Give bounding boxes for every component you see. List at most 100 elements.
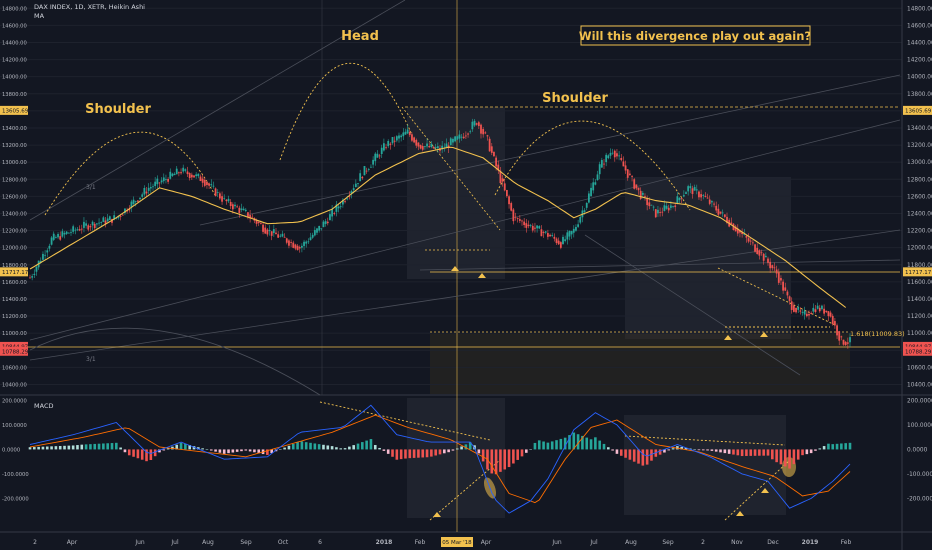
trendline[interactable]: [584, 234, 801, 376]
symbol-title[interactable]: DAX INDEX, 1D, XETR, Heikin Ashi: [34, 3, 145, 11]
price-axis-label-left: 12800.00: [2, 177, 27, 183]
candle-body: [169, 171, 172, 179]
macd-histogram-bar: [783, 449, 787, 467]
macd-histogram-bar: [257, 449, 261, 454]
price-axis-label: 13000.00: [907, 160, 932, 166]
macd-histogram-bar: [615, 449, 619, 454]
macd-histogram-bar: [576, 434, 580, 450]
trendline[interactable]: [429, 459, 501, 521]
macd-histogram-bar: [123, 449, 127, 453]
candle-body: [104, 220, 107, 224]
macd-histogram-bar: [201, 448, 204, 450]
ma-indicator-label[interactable]: MA: [34, 12, 45, 20]
candle-body: [326, 221, 329, 224]
candle-body: [78, 229, 81, 231]
price-axis-label-left: 14200.00: [2, 58, 27, 64]
macd-histogram-bar: [460, 446, 463, 450]
candle-body: [553, 236, 556, 239]
candle-body: [145, 191, 148, 194]
candle-body: [48, 245, 51, 249]
macd-title[interactable]: MACD: [34, 402, 53, 410]
macd-histogram-bar: [166, 448, 170, 450]
macd-line[interactable]: [29, 404, 851, 514]
trendline[interactable]: [29, 119, 901, 341]
candle-body: [108, 216, 111, 220]
candle-body: [156, 178, 159, 185]
price-level-tag-text: 11717.17: [2, 270, 29, 276]
candle-body: [398, 135, 400, 139]
candle-body: [564, 239, 567, 241]
candle-body: [225, 199, 228, 202]
price-axis-label: 12800.00: [907, 177, 932, 183]
candle-body: [147, 187, 150, 191]
candle-body: [484, 132, 487, 134]
candle-body: [736, 228, 739, 234]
macd-histogram-bar: [801, 449, 804, 456]
candle-body: [754, 244, 756, 252]
price-axis-label: 14600.00: [907, 23, 932, 29]
trendline[interactable]: [717, 267, 836, 326]
macd-histogram-bar: [740, 449, 744, 457]
trendline[interactable]: [199, 74, 901, 226]
candle-body: [620, 157, 623, 161]
candle-body: [512, 209, 515, 222]
candle-body: [803, 310, 806, 315]
candle-body: [259, 223, 262, 225]
trendline[interactable]: [724, 459, 791, 521]
trendline[interactable]: [29, 0, 406, 221]
macd-histogram-bar: [175, 444, 179, 450]
candle-body: [480, 124, 482, 134]
pattern-arc[interactable]: [44, 131, 216, 216]
candle-body: [475, 123, 478, 125]
pattern-arc[interactable]: [29, 327, 321, 396]
candle-body: [641, 192, 644, 195]
highlight-box: [407, 107, 505, 279]
trendline[interactable]: [624, 435, 786, 446]
price-axis-label: 13800.00: [907, 92, 932, 98]
macd-histogram-bar: [197, 447, 200, 450]
candle-body: [139, 197, 141, 200]
candle-body: [758, 250, 761, 256]
pattern-arc[interactable]: [494, 120, 691, 211]
candle-body: [767, 258, 769, 263]
trendline[interactable]: [319, 401, 491, 441]
pattern-arc[interactable]: [279, 62, 413, 161]
candle-body: [350, 191, 353, 194]
macd-histogram-bar: [464, 444, 468, 450]
candle-body: [98, 222, 100, 224]
candle-body: [404, 131, 407, 135]
time-axis-label: 6: [318, 539, 322, 546]
candle-body: [769, 261, 772, 269]
price-axis-label: 10400.00: [907, 382, 932, 388]
macd-histogram-bar: [352, 445, 355, 450]
macd-histogram-bar: [766, 449, 770, 456]
candle-body: [363, 166, 366, 176]
candle-body: [590, 187, 592, 197]
candle-body: [175, 168, 178, 175]
candle-body: [555, 238, 558, 244]
price-level-tag-text: 10788.29: [2, 349, 29, 355]
candle-body: [277, 234, 280, 238]
macd-histogram-bar: [438, 449, 442, 455]
candle-body: [339, 206, 342, 208]
candle-body: [771, 265, 774, 269]
candle-body: [805, 313, 808, 317]
pivot-marker: [433, 512, 441, 517]
macd-histogram-bar: [33, 447, 36, 450]
candle-body: [83, 221, 85, 228]
price-level-tag: [0, 341, 28, 351]
macd-histogram-bar: [279, 449, 282, 450]
candle-body: [199, 176, 202, 182]
candle-body: [674, 205, 677, 208]
macd-histogram-bar: [468, 442, 472, 450]
price-axis-label: 10600.00: [907, 365, 932, 371]
candle-body: [320, 228, 323, 230]
ma-line[interactable]: [29, 146, 847, 308]
candle-body: [283, 236, 286, 238]
trendline[interactable]: [419, 259, 901, 271]
candle-body: [344, 201, 346, 203]
candle-body: [751, 242, 754, 244]
macd-histogram-bar: [706, 449, 709, 451]
